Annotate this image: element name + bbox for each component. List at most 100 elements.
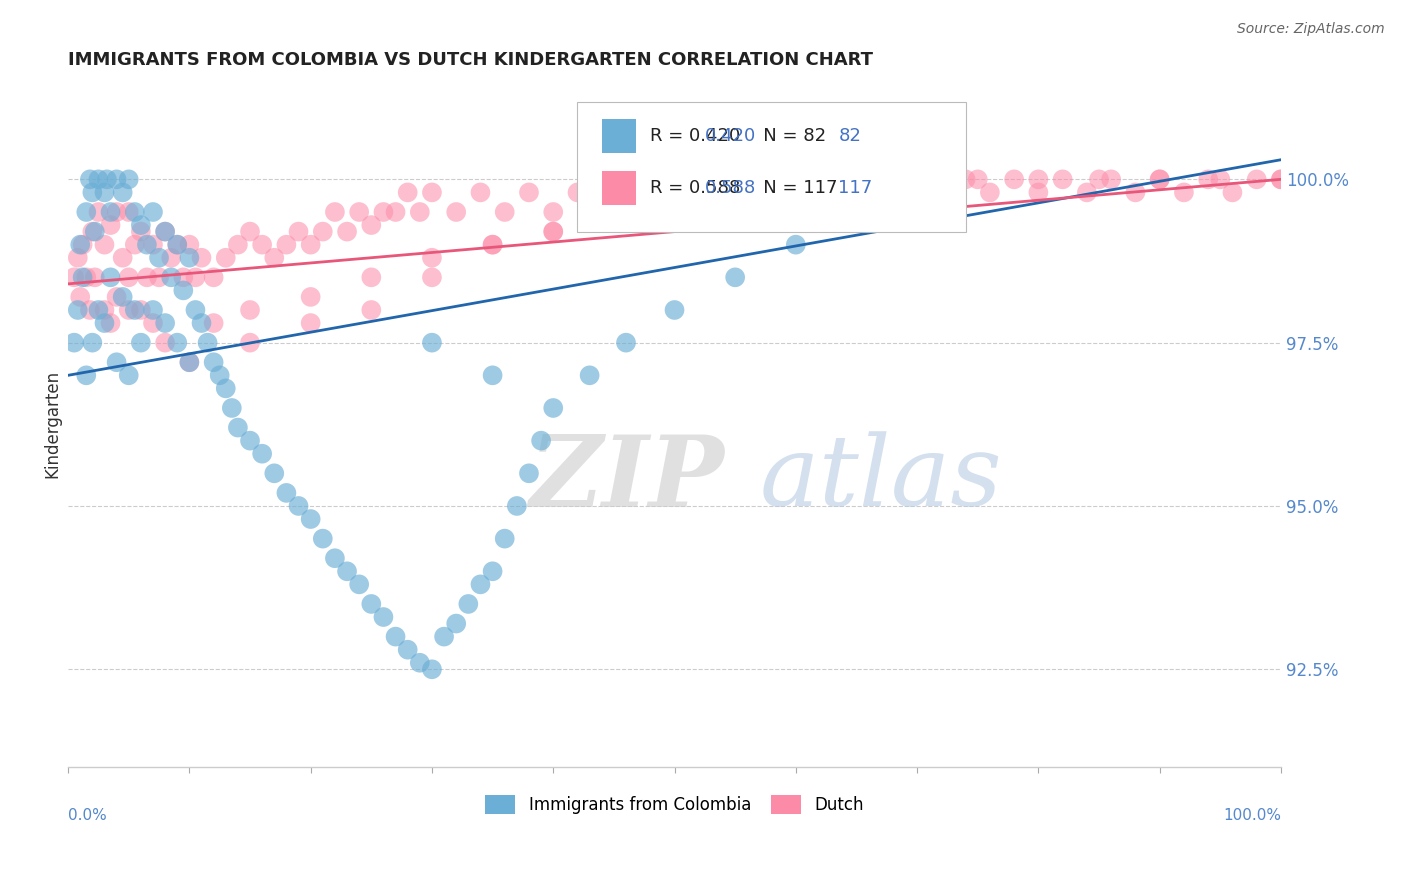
Point <box>75 270 97 285</box>
Point <box>517 186 540 200</box>
Text: IMMIGRANTS FROM COLOMBIA VS DUTCH KINDERGARTEN CORRELATION CHART: IMMIGRANTS FROM COLOMBIA VS DUTCH KINDER… <box>67 51 873 69</box>
Text: 82: 82 <box>838 128 860 145</box>
Point <box>79 172 101 186</box>
Point <box>184 303 207 318</box>
Point <box>578 368 600 383</box>
Point <box>202 270 225 285</box>
Point <box>785 186 807 200</box>
Point <box>1076 186 1098 200</box>
Point <box>1088 172 1111 186</box>
Point <box>153 225 176 239</box>
Point <box>100 316 122 330</box>
Point <box>396 642 419 657</box>
Point <box>136 237 159 252</box>
Point <box>136 270 159 285</box>
Point <box>384 205 406 219</box>
Point <box>276 237 298 252</box>
Point <box>100 218 122 232</box>
Point <box>111 186 134 200</box>
Point <box>239 303 262 318</box>
Point <box>250 237 273 252</box>
Point <box>1002 172 1025 186</box>
Point <box>172 284 194 298</box>
Point <box>420 186 443 200</box>
Point <box>129 218 152 232</box>
Point <box>87 303 110 318</box>
Point <box>1028 172 1050 186</box>
Point <box>470 577 492 591</box>
Point <box>591 172 613 186</box>
Point <box>93 237 115 252</box>
Point <box>541 401 564 415</box>
Text: atlas: atlas <box>759 432 1002 527</box>
Point <box>541 205 564 219</box>
Point <box>72 237 94 252</box>
Point <box>724 172 747 186</box>
Point <box>197 335 219 350</box>
Point <box>93 316 115 330</box>
Point <box>287 225 309 239</box>
Point <box>905 172 928 186</box>
Point <box>567 186 589 200</box>
Point <box>457 597 479 611</box>
Point <box>905 172 928 186</box>
Bar <box>602 119 636 153</box>
Point <box>190 251 212 265</box>
Text: 0.0%: 0.0% <box>67 808 107 823</box>
Point <box>160 270 183 285</box>
Point <box>420 662 443 676</box>
Point <box>299 316 322 330</box>
Point <box>263 251 285 265</box>
Point <box>638 172 661 186</box>
Point <box>202 355 225 369</box>
Point <box>1052 172 1074 186</box>
Point <box>360 303 382 318</box>
Point <box>1099 172 1122 186</box>
Point <box>664 186 686 200</box>
Point <box>287 499 309 513</box>
Point <box>1270 172 1292 186</box>
Point <box>336 564 359 578</box>
Point <box>1222 186 1244 200</box>
Point <box>93 186 115 200</box>
Point <box>142 205 165 219</box>
Point <box>82 186 104 200</box>
Point <box>808 186 831 200</box>
Point <box>506 499 529 513</box>
Point <box>420 251 443 265</box>
Point <box>153 316 176 330</box>
Point <box>1149 172 1171 186</box>
Point <box>250 447 273 461</box>
Point <box>226 237 249 252</box>
Point <box>882 172 904 186</box>
Text: 0.420: 0.420 <box>704 128 756 145</box>
Text: R = 0.588    N = 117: R = 0.588 N = 117 <box>650 178 838 196</box>
Point <box>384 630 406 644</box>
Point <box>614 335 637 350</box>
Point <box>323 551 346 566</box>
Point <box>1209 172 1232 186</box>
Point <box>785 237 807 252</box>
Point <box>481 237 503 252</box>
Point <box>481 237 503 252</box>
Point <box>153 335 176 350</box>
Y-axis label: Kindergarten: Kindergarten <box>44 370 60 478</box>
Point <box>118 368 141 383</box>
Point <box>129 225 152 239</box>
Point <box>148 251 170 265</box>
Text: 117: 117 <box>838 178 873 196</box>
Point <box>323 205 346 219</box>
Point <box>190 316 212 330</box>
Point <box>433 630 456 644</box>
Point <box>347 205 370 219</box>
Point <box>688 172 710 186</box>
Point <box>75 205 97 219</box>
Point <box>785 172 807 186</box>
Point <box>711 186 734 200</box>
Point <box>105 205 128 219</box>
Point <box>603 205 626 219</box>
Point <box>845 172 868 186</box>
Point <box>239 434 262 448</box>
Point <box>239 225 262 239</box>
Point <box>1149 172 1171 186</box>
